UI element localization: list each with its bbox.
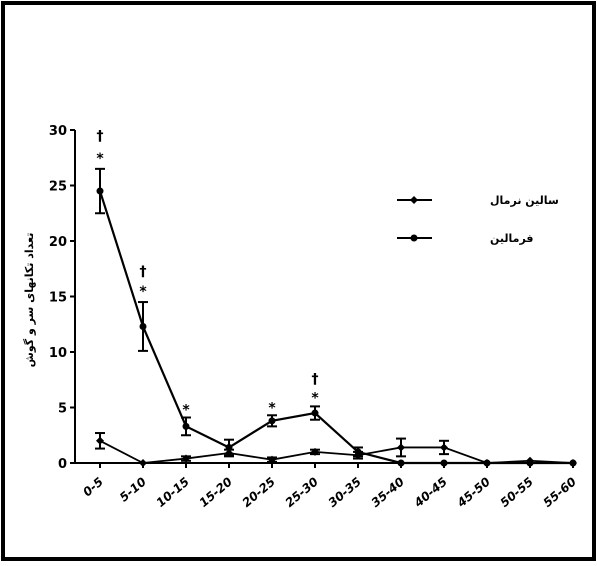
data-point <box>397 443 405 452</box>
series-points <box>96 187 577 467</box>
annotation-mark: * <box>268 401 276 417</box>
legend-label: سالین نرمال <box>490 194 559 207</box>
y-tick-label: 0 <box>58 457 67 472</box>
annotation-mark: † <box>97 129 104 145</box>
data-point <box>139 322 147 330</box>
significance-annotations: * † * † * * * † <box>96 129 319 419</box>
x-tick-label: 55-60 <box>541 475 579 510</box>
series-line-1 <box>99 440 574 464</box>
y-ticks: 0 5 10 15 20 25 30 <box>49 124 75 472</box>
x-tick-label: 0-5 <box>80 475 106 500</box>
x-tick-label: 20-25 <box>240 475 278 510</box>
data-point <box>268 417 276 425</box>
legend-marker <box>410 196 418 204</box>
x-tick-label: 45-50 <box>454 475 493 511</box>
data-point <box>96 436 104 445</box>
x-tick-label: 15-20 <box>197 475 235 510</box>
x-tick-label: 10-15 <box>154 475 192 510</box>
legend-label: فرمالین <box>490 232 534 245</box>
x-ticks: 0-5 5-10 10-15 15-20 20-25 25-30 30-35 35-40 40-… <box>80 463 579 511</box>
data-point <box>182 422 190 430</box>
data-point <box>483 459 491 467</box>
data-point <box>311 447 319 456</box>
x-tick-label: 35-40 <box>369 475 407 510</box>
x-tick-label: 30-35 <box>326 475 364 510</box>
annotation-mark: * <box>311 391 319 407</box>
y-tick-label: 5 <box>58 402 67 417</box>
data-point <box>311 409 319 417</box>
y-tick-label: 30 <box>49 124 67 139</box>
x-tick-label: 50-55 <box>498 475 536 510</box>
x-tick-label: 25-30 <box>283 475 321 510</box>
legend: سالین نرمال فرمالین <box>397 194 559 245</box>
data-point <box>440 443 448 452</box>
annotation-mark: * <box>139 284 147 300</box>
annotation-mark: * <box>96 151 104 167</box>
data-point <box>225 449 233 458</box>
y-tick-label: 20 <box>49 235 67 250</box>
y-tick-label: 15 <box>49 291 67 306</box>
y-axis-label: تعداد تکانهای سر و گوش <box>23 233 36 368</box>
data-point <box>225 443 233 451</box>
series-line-2 <box>98 190 573 465</box>
data-point <box>268 455 276 464</box>
y-tick-label: 10 <box>49 346 67 361</box>
data-point <box>96 187 104 195</box>
annotation-mark: * <box>182 403 190 419</box>
legend-marker <box>410 234 418 242</box>
data-point <box>139 459 147 467</box>
data-point <box>182 454 190 463</box>
annotation-mark: † <box>140 264 147 280</box>
x-tick-label: 5-10 <box>117 475 149 505</box>
data-point <box>526 459 534 467</box>
annotation-mark: † <box>312 372 319 388</box>
data-point <box>569 459 577 467</box>
series-lines <box>98 190 574 465</box>
data-point <box>354 448 362 456</box>
x-tick-label: 40-45 <box>411 475 450 511</box>
data-point <box>440 459 448 467</box>
y-tick-label: 25 <box>49 180 67 195</box>
data-point <box>397 459 405 467</box>
